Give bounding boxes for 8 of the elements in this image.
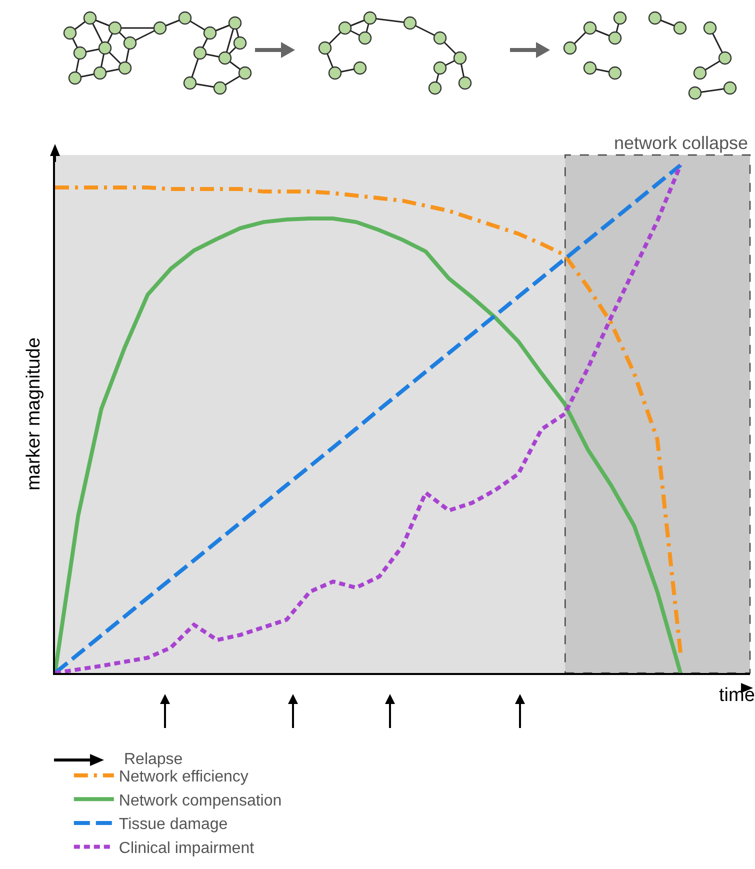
y-axis-title: marker magnitude <box>23 337 44 491</box>
legend-label: Network efficiency <box>118 768 248 786</box>
text: network collapse <box>614 133 748 153</box>
x-axis-title: time <box>719 685 755 706</box>
legend-label: Network compensation <box>118 792 282 810</box>
text: Relapse <box>124 751 183 769</box>
legend-label: Clinical impairment <box>118 840 255 858</box>
legend-label: Tissue damage <box>118 816 228 834</box>
